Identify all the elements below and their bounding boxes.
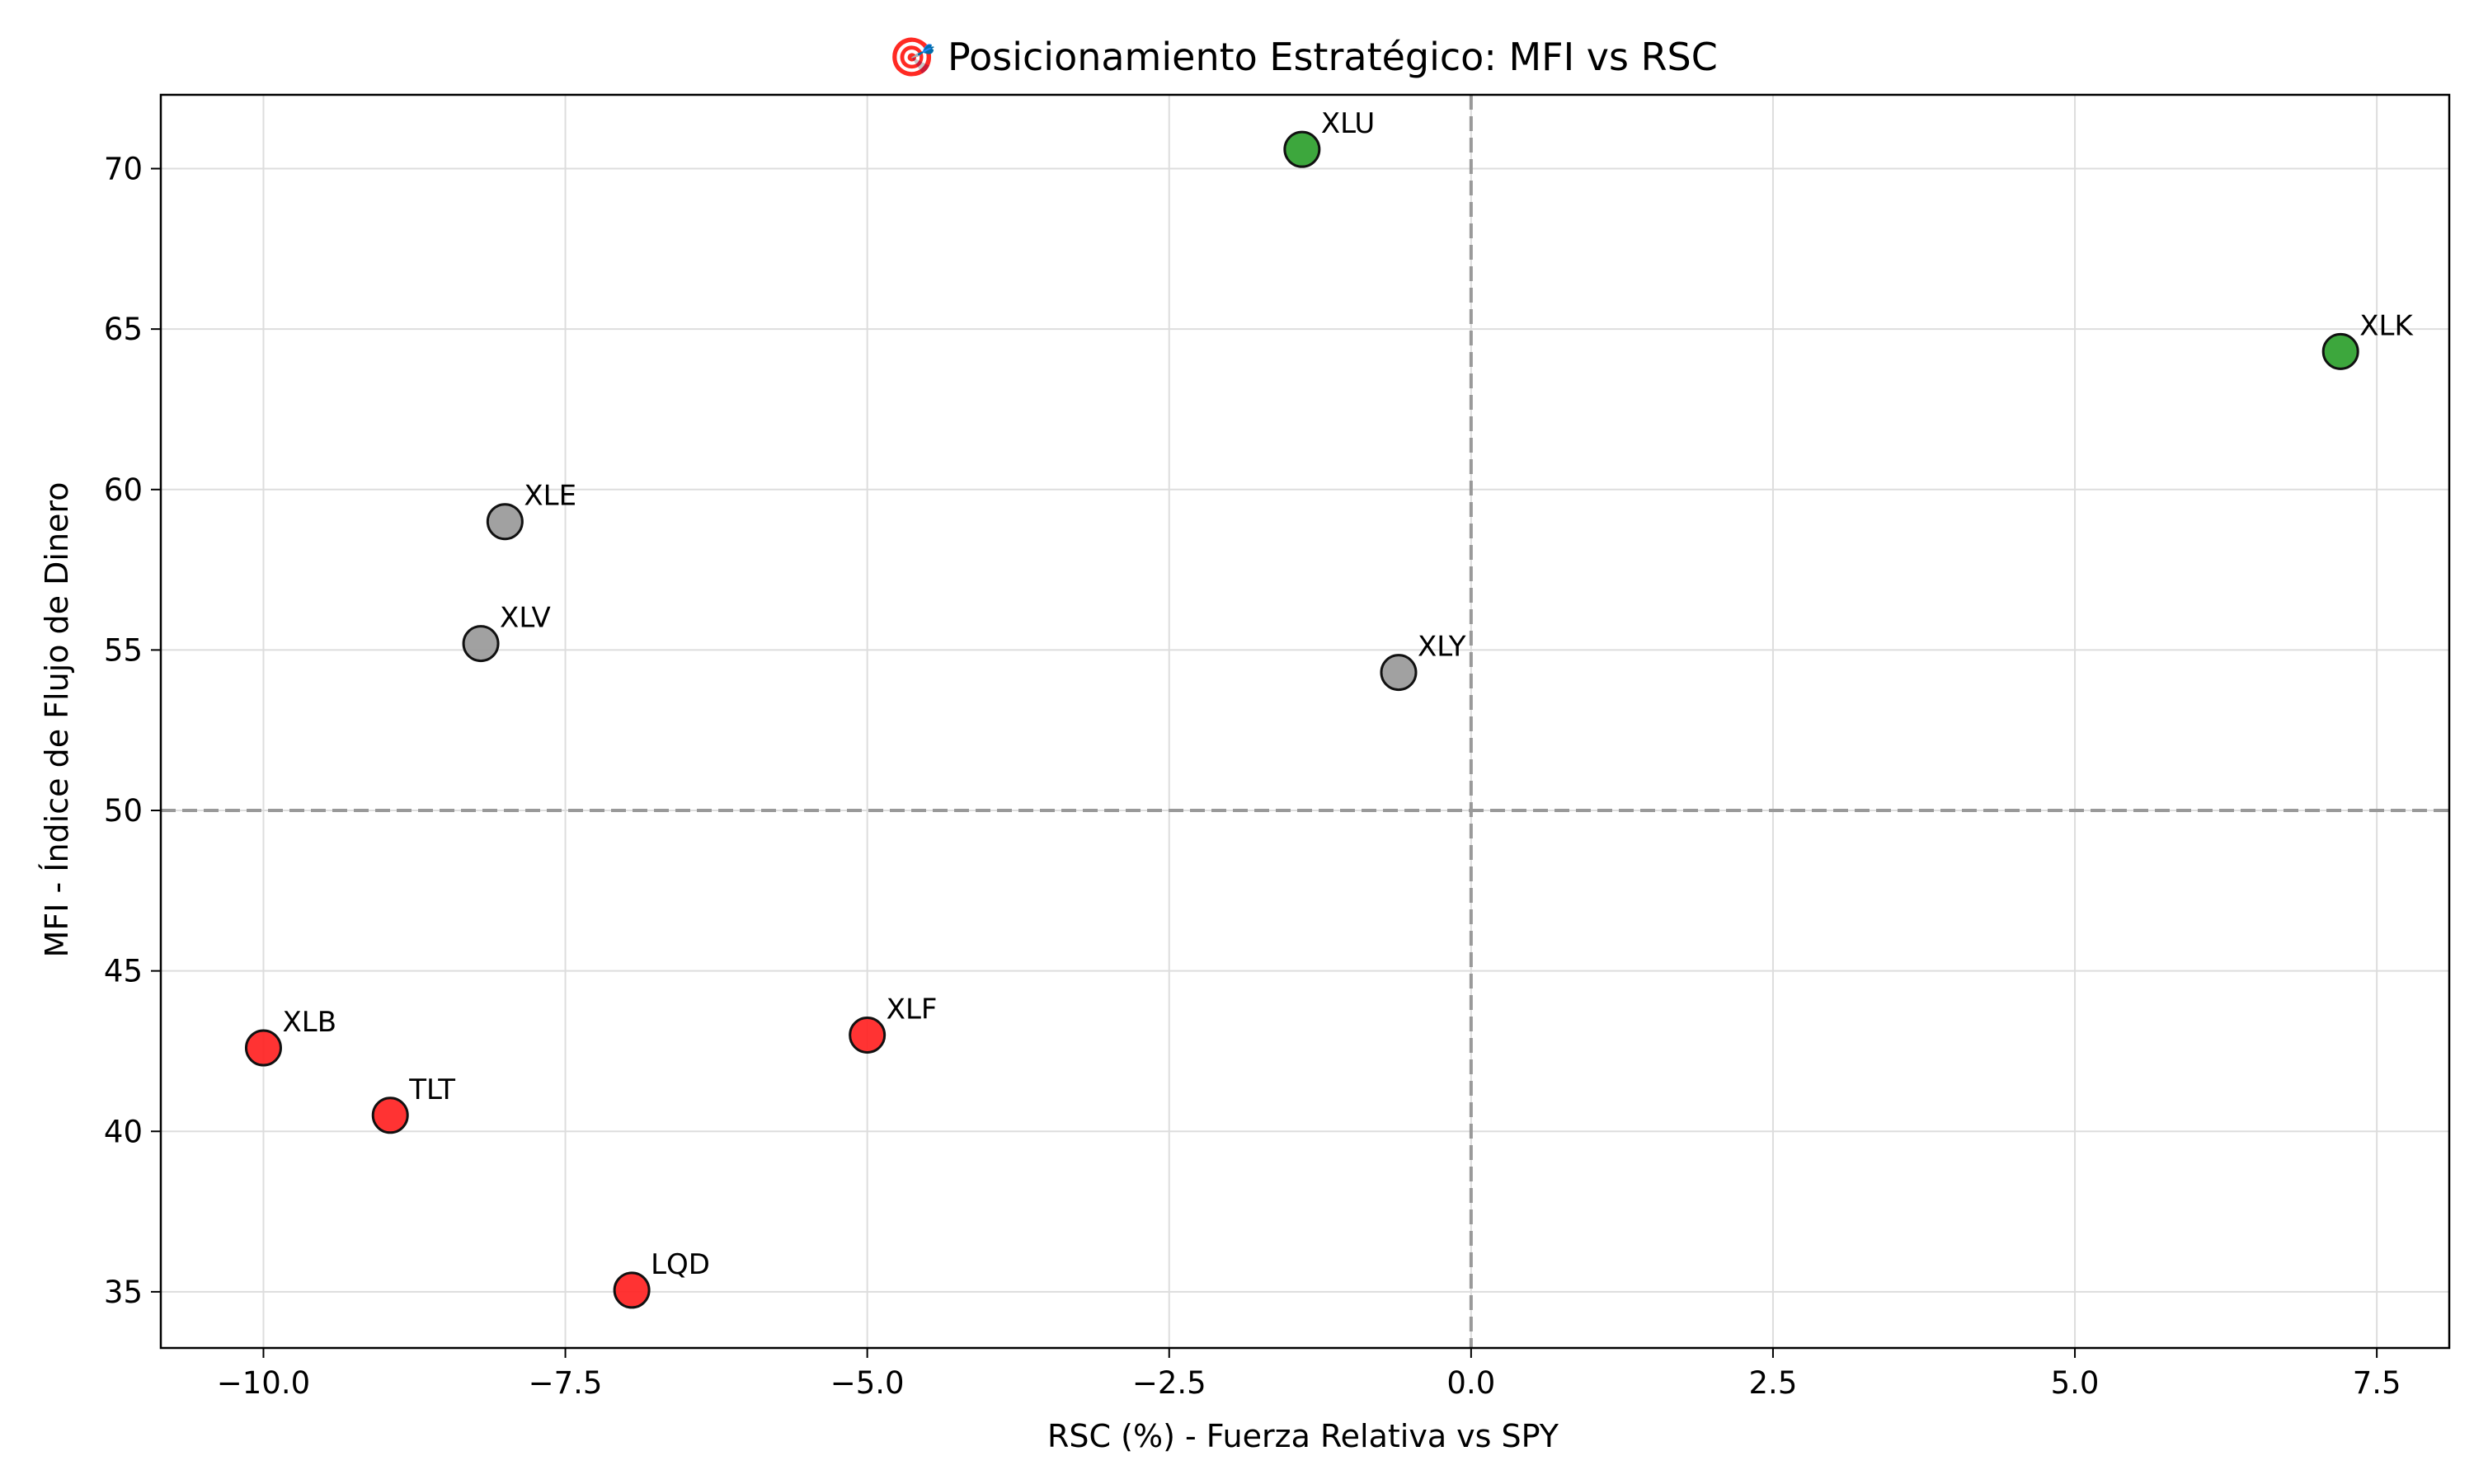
y-axis-label: MFI - Índice de Flujo de Dinero: [39, 482, 75, 958]
y-axis-ticks: 35 40 45 50 55 60 65 70: [104, 152, 161, 1310]
y-tick-label: 50: [104, 793, 143, 829]
data-point-xlk: [2321, 332, 2359, 370]
x-tick-label: 0.0: [1446, 1365, 1495, 1401]
data-point-xlf: [849, 1016, 887, 1054]
x-axis-ticks: −10.0 −7.5 −5.0 −2.5 0.0 2.5 5.0 7.5: [217, 1348, 2401, 1401]
grid: [161, 95, 2449, 1348]
data-point-xlb: [244, 1029, 282, 1067]
data-label-xlv: XLV: [500, 602, 551, 635]
data-label-xlu: XLU: [1321, 107, 1375, 140]
y-tick-label: 45: [104, 954, 143, 989]
x-axis-label: RSC (%) - Fuerza Relativa vs SPY: [1047, 1418, 1559, 1454]
chart-title: 🎯 Posicionamiento Estratégico: MFI vs RS…: [888, 35, 1718, 79]
data-label-xlk: XLK: [2359, 309, 2414, 342]
x-tick-label: 7.5: [2353, 1365, 2401, 1401]
data-points: XLU XLK XLE XLV XLY XLB XLF TLT LQD: [244, 107, 2414, 1309]
data-label-xlf: XLF: [887, 993, 938, 1026]
y-tick-label: 55: [104, 632, 143, 668]
data-label-xle: XLE: [524, 480, 576, 513]
x-tick-label: 2.5: [1749, 1365, 1798, 1401]
x-tick-label: −10.0: [217, 1365, 310, 1401]
data-label-xlb: XLB: [282, 1006, 336, 1039]
data-point-lqd: [613, 1271, 651, 1309]
data-point-xle: [486, 503, 524, 541]
y-tick-label: 40: [104, 1114, 143, 1149]
y-tick-label: 60: [104, 472, 143, 508]
data-label-tlt: TLT: [408, 1073, 455, 1106]
x-tick-label: −7.5: [529, 1365, 603, 1401]
x-tick-label: 5.0: [2051, 1365, 2100, 1401]
y-tick-label: 70: [104, 152, 143, 187]
x-tick-label: −5.0: [830, 1365, 905, 1401]
y-tick-label: 35: [104, 1275, 143, 1310]
data-label-xly: XLY: [1418, 631, 1466, 664]
plot-frame: [159, 93, 2451, 1350]
y-tick-label: 65: [104, 312, 143, 347]
x-tick-label: −2.5: [1132, 1365, 1206, 1401]
data-point-xlu: [1283, 130, 1321, 168]
data-point-xly: [1380, 654, 1418, 692]
reference-lines: [161, 95, 2449, 1348]
data-label-lqd: LQD: [651, 1248, 710, 1281]
data-point-xlv: [462, 625, 500, 663]
data-point-tlt: [371, 1097, 409, 1134]
